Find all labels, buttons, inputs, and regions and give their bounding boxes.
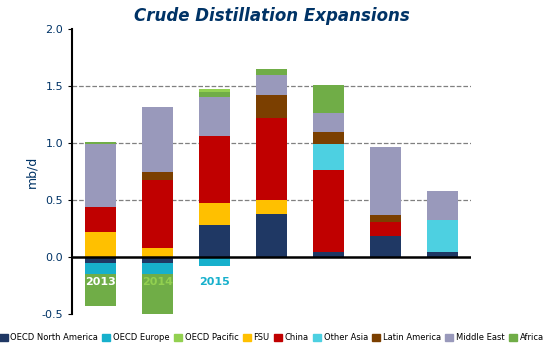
Bar xyxy=(370,222,401,236)
Bar xyxy=(256,95,287,118)
Bar xyxy=(370,147,401,215)
Bar xyxy=(256,69,287,75)
Text: 2018: 2018 xyxy=(370,277,401,288)
Bar xyxy=(85,275,116,306)
Bar xyxy=(313,132,344,144)
Bar xyxy=(142,172,173,180)
Bar xyxy=(313,170,344,252)
Bar xyxy=(313,113,344,132)
Bar xyxy=(85,207,116,232)
Text: 2016: 2016 xyxy=(256,277,287,288)
Bar xyxy=(85,232,116,257)
Bar xyxy=(256,75,287,95)
Bar xyxy=(199,96,230,137)
Bar xyxy=(199,225,230,257)
Bar xyxy=(313,144,344,170)
Bar xyxy=(427,252,458,257)
Bar xyxy=(142,248,173,257)
Text: 2013: 2013 xyxy=(85,277,116,288)
Bar xyxy=(256,200,287,214)
Text: 2017: 2017 xyxy=(313,277,344,288)
Text: 2014: 2014 xyxy=(142,277,173,288)
Text: 2019: 2019 xyxy=(427,277,458,288)
Bar xyxy=(142,180,173,248)
Title: Crude Distillation Expansions: Crude Distillation Expansions xyxy=(134,7,409,25)
Bar xyxy=(142,275,173,314)
Text: 2015: 2015 xyxy=(199,277,230,288)
Bar xyxy=(85,257,116,263)
Bar xyxy=(199,257,230,266)
Bar xyxy=(199,92,230,96)
Bar xyxy=(142,107,173,172)
Bar xyxy=(313,252,344,257)
Bar xyxy=(85,142,116,144)
Bar xyxy=(199,137,230,203)
Bar xyxy=(199,203,230,225)
Legend: OECD North America, OECD Europe, OECD Pacific, FSU, China, Other Asia, Latin Ame: OECD North America, OECD Europe, OECD Pa… xyxy=(0,330,543,346)
Bar xyxy=(370,215,401,222)
Y-axis label: mb/d: mb/d xyxy=(26,156,39,188)
Bar xyxy=(256,214,287,257)
Bar xyxy=(199,89,230,92)
Bar xyxy=(85,263,116,275)
Bar xyxy=(142,263,173,275)
Bar xyxy=(427,191,458,220)
Bar xyxy=(142,257,173,263)
Bar xyxy=(85,144,116,207)
Bar xyxy=(427,220,458,252)
Bar xyxy=(313,85,344,113)
Bar xyxy=(370,236,401,257)
Bar xyxy=(256,118,287,200)
